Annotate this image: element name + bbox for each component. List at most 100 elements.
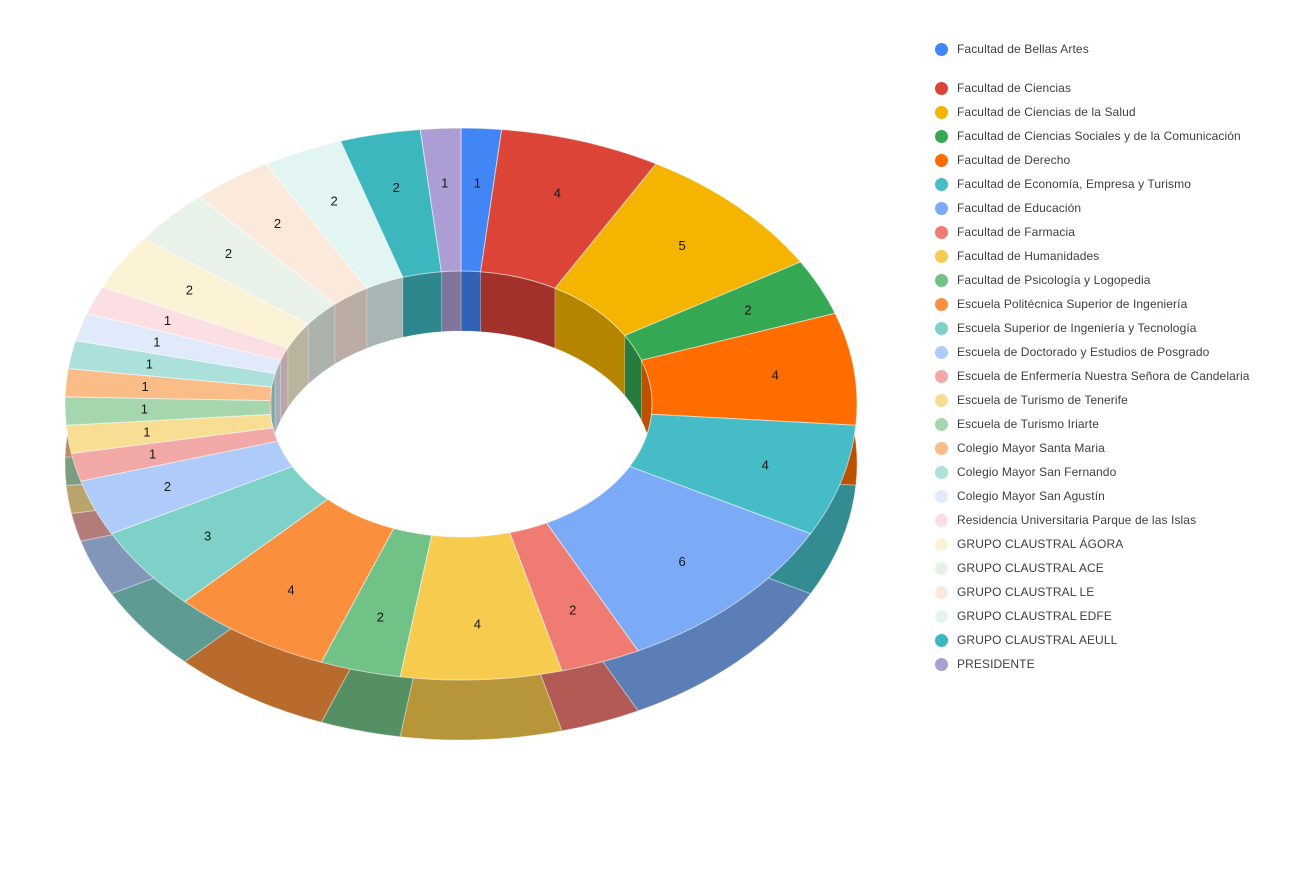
legend-item-label: Escuela de Enfermería Nuestra Señora de … (957, 369, 1250, 383)
legend-item: Facultad de Humanidades (935, 244, 1250, 268)
legend-item: Facultad de Ciencias Sociales y de la Co… (935, 124, 1250, 148)
slice-value-label: 4 (762, 458, 769, 473)
legend-item-label: Facultad de Educación (957, 201, 1082, 215)
legend-item-label: GRUPO CLAUSTRAL LE (957, 585, 1095, 599)
slice-value-label: 6 (678, 554, 685, 569)
slice-value-label: 2 (225, 246, 232, 261)
legend-item-label: Escuela de Turismo de Tenerife (957, 393, 1128, 407)
slice-value-label: 1 (146, 356, 153, 371)
legend-item-label: Facultad de Ciencias de la Salud (957, 105, 1136, 119)
slice-value-label: 5 (678, 238, 685, 253)
legend-item-label: Colegio Mayor Santa Maria (957, 441, 1105, 455)
legend-item-label: Colegio Mayor San Fernando (957, 465, 1117, 479)
slice-value-label: 1 (164, 313, 171, 328)
legend-color-dot (935, 633, 948, 647)
slice-value-label: 1 (142, 379, 149, 394)
pie-hole-wall (402, 271, 442, 338)
legend-item: GRUPO CLAUSTRAL ÁGORA (935, 532, 1250, 556)
legend-item: Facultad de Farmacia (935, 220, 1250, 244)
legend-item: GRUPO CLAUSTRAL ACE (935, 556, 1250, 580)
legend-item-label: Colegio Mayor San Agustín (957, 489, 1105, 503)
legend-item-label: Facultad de Ciencias Sociales y de la Co… (957, 129, 1241, 143)
legend-item: Escuela de Enfermería Nuestra Señora de … (935, 364, 1250, 388)
legend-item-label: Facultad de Bellas Artes (957, 42, 1089, 56)
pie-hole-wall (366, 276, 404, 349)
legend-item: Colegio Mayor San Agustín (935, 484, 1250, 508)
legend-item: Facultad de Psicología y Logopedia (935, 268, 1250, 292)
slice-value-label: 2 (274, 216, 281, 231)
legend-color-dot (935, 585, 948, 599)
legend-item: Escuela Superior de Ingeniería y Tecnolo… (935, 316, 1250, 340)
legend-item-label: GRUPO CLAUSTRAL ACE (957, 561, 1104, 575)
legend-item-label: Facultad de Ciencias (957, 81, 1072, 95)
pie-hole-wall (440, 270, 462, 333)
legend-item-label: GRUPO CLAUSTRAL AEULL (957, 633, 1118, 647)
legend-color-dot (935, 417, 948, 431)
legend-item-label: GRUPO CLAUSTRAL ÁGORA (957, 537, 1124, 551)
legend-item: Facultad de Economía, Empresa y Turismo (935, 172, 1250, 196)
legend-color-dot (935, 537, 948, 551)
legend-item: Residencia Universitaria Parque de las I… (935, 508, 1250, 532)
slice-value-label: 1 (141, 402, 148, 417)
legend-item: Facultad de Derecho (935, 148, 1250, 172)
legend-item: Facultad de Ciencias (935, 76, 1250, 100)
slice-value-label: 1 (153, 334, 160, 349)
pie-hole-wall (460, 270, 482, 333)
legend-color-dot (935, 225, 948, 239)
legend: Facultad de Bellas Artes Facultad de Cien… (935, 37, 1250, 676)
legend-item-label: Facultad de Humanidades (957, 249, 1100, 263)
legend-color-dot (935, 81, 948, 95)
slice-value-label: 4 (772, 368, 779, 383)
legend-item-label: Facultad de Psicología y Logopedia (957, 273, 1151, 287)
legend-item: Escuela de Turismo Iriarte (935, 412, 1250, 436)
legend-color-dot (935, 609, 948, 623)
legend-color-dot (935, 105, 948, 119)
legend-color-dot (935, 153, 948, 167)
legend-item-label: Escuela Politécnica Superior de Ingenier… (957, 297, 1188, 311)
pie-slice[interactable]: PRESIDENTE: 1 (419, 127, 462, 273)
legend-item-label: PRESIDENTE (957, 657, 1035, 671)
legend-item: Facultad de Educación (935, 196, 1250, 220)
slice-value-label: 4 (554, 186, 561, 201)
legend-item: Facultad de Bellas Artes (935, 37, 1250, 61)
legend-item-label: Facultad de Farmacia (957, 225, 1076, 239)
legend-item: GRUPO CLAUSTRAL AEULL (935, 628, 1250, 652)
slice-value-label: 2 (393, 180, 400, 195)
legend-color-dot (935, 441, 948, 455)
slice-value-label: 1 (441, 175, 448, 190)
slice-value-label: 2 (331, 194, 338, 209)
legend-item: Escuela Politécnica Superior de Ingenier… (935, 292, 1250, 316)
legend-item: Escuela de Doctorado y Estudios de Posgr… (935, 340, 1250, 364)
legend-color-dot (935, 657, 948, 671)
slice-value-label: 2 (164, 479, 171, 494)
legend-item-label: Facultad de Derecho (957, 153, 1071, 167)
legend-color-dot (935, 42, 948, 56)
legend-item: GRUPO CLAUSTRAL LE (935, 580, 1250, 604)
legend-color-dot (935, 249, 948, 263)
legend-item-label: Escuela Superior de Ingeniería y Tecnolo… (957, 321, 1197, 335)
legend-item-label: Escuela de Doctorado y Estudios de Posgr… (957, 345, 1210, 359)
legend-color-dot (935, 345, 948, 359)
legend-color-dot (935, 177, 948, 191)
legend-item: Colegio Mayor Santa Maria (935, 436, 1250, 460)
legend-color-dot (935, 465, 948, 479)
legend-color-dot (935, 297, 948, 311)
slice-value-label: 4 (287, 582, 294, 597)
legend-item-label: Escuela de Turismo Iriarte (957, 417, 1099, 431)
legend-item-label: Facultad de Economía, Empresa y Turismo (957, 177, 1191, 191)
slice-value-label: 3 (204, 529, 211, 544)
slice-value-label: 2 (186, 282, 193, 297)
slice-value-label: 1 (149, 447, 156, 462)
slice-value-label: 1 (143, 424, 150, 439)
legend-item: Colegio Mayor San Fernando (935, 460, 1250, 484)
legend-color-dot (935, 393, 948, 407)
slice-value-label: 1 (474, 175, 481, 190)
legend-item-label: GRUPO CLAUSTRAL EDFE (957, 609, 1112, 623)
legend-item: PRESIDENTE (935, 652, 1250, 676)
legend-item: GRUPO CLAUSTRAL EDFE (935, 604, 1250, 628)
slice-value-label: 2 (744, 302, 751, 317)
donut-hole (270, 331, 652, 537)
legend-color-dot (935, 489, 948, 503)
slice-value-label: 2 (377, 610, 384, 625)
